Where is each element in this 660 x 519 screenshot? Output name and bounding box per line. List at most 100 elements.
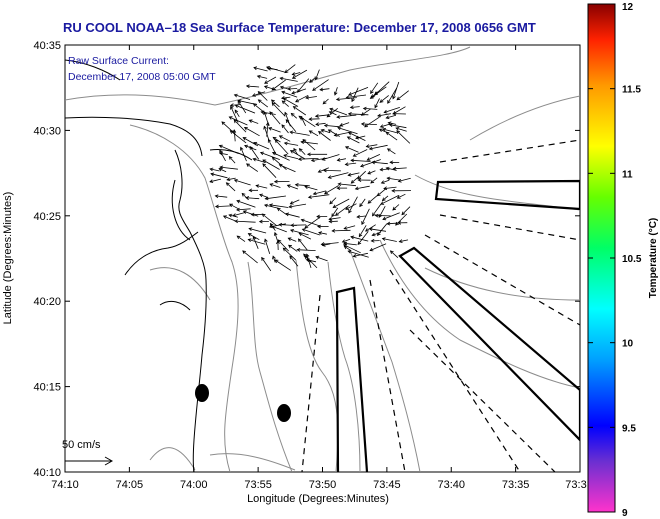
current-vector-head [289,255,294,260]
current-vector-head [301,228,306,232]
current-vector [234,109,240,118]
current-vector-head [234,219,239,224]
current-vector-head [380,201,385,205]
current-vector [357,170,366,179]
current-vector-head [392,166,397,171]
current-vector [313,190,327,195]
current-vector [272,157,287,171]
current-vector [289,203,307,208]
current-vector [329,217,341,220]
current-vector-head [350,179,355,184]
colorbar-tick-label: 9 [622,508,628,519]
current-vector [320,88,330,91]
current-vector [249,119,259,124]
current-vector [271,79,286,91]
current-vector [337,127,358,135]
current-vector [321,242,339,245]
current-vector [233,119,247,133]
current-vector-head [392,111,397,116]
current-vector-head [328,111,333,115]
current-vector-head [386,148,391,152]
current-vector-head [345,95,350,100]
current-vector [229,156,236,164]
current-vector-head [308,117,313,122]
current-vector [318,167,329,173]
current-vector [272,152,290,161]
current-vector [381,179,390,184]
current-vector-head [258,219,263,224]
current-vector [288,244,298,252]
current-vector [293,148,298,155]
current-vector-head [331,213,335,218]
current-vector-head [308,130,313,134]
current-vector [292,72,301,75]
current-vector [355,135,366,139]
current-vector [358,225,367,237]
current-vector [234,220,256,223]
x-tick-label: 73:55 [244,479,272,491]
current-vector-head [397,220,401,225]
current-vector-head [288,204,293,209]
colorbar-ticks: 12 11.5 11 10.5 10 9.5 9 [588,2,642,519]
current-vector [386,167,397,171]
current-vector [401,206,411,215]
current-vector-head [347,172,352,177]
current-vector-head [351,98,355,103]
current-vector-head [323,123,328,128]
current-vector-head [298,232,303,237]
current-vector-head [234,109,239,114]
current-vector [274,259,292,271]
map-title: RU COOL NOAA–18 Sea Surface Temperature:… [63,20,536,35]
x-axis-ticks: 74:10 74:05 74:00 73:55 73:50 73:45 73:40 73:35… [51,45,587,491]
current-vector [334,87,338,96]
current-vector [348,87,369,96]
current-vector [348,172,360,176]
current-vector [344,225,356,230]
x-tick-label: 74:05 [116,479,144,491]
current-vector-head [251,93,256,97]
current-vector [246,85,260,88]
current-vector-head [248,227,253,231]
current-vector-head [281,100,286,105]
current-vector-head [234,104,239,108]
current-vector [229,116,248,126]
current-vector [397,193,406,199]
current-vector [357,215,367,218]
current-vector [283,154,299,160]
current-vector-head [263,85,268,89]
current-vector [236,208,251,211]
colorbar-tick-label: 10.5 [622,254,642,265]
current-vector-head [233,93,238,98]
current-vector-head [268,127,273,131]
current-vector [308,194,330,198]
current-vector [390,250,399,258]
current-vector-head [281,90,286,95]
current-vector [277,239,289,252]
current-vector [366,144,378,147]
current-vector [284,142,299,146]
current-vector-head [319,87,324,92]
current-vector-head [285,212,290,217]
current-vector [271,99,280,108]
current-vector-head [268,224,273,229]
current-vector [283,247,296,261]
current-vector [329,111,337,116]
current-vector [209,178,221,183]
current-vector [232,212,246,217]
current-vector-head [322,168,327,173]
current-vector-head [369,247,374,252]
colorbar-tick-label: 11.5 [622,85,641,96]
current-vector-head [255,184,260,188]
current-vector-head [357,241,362,246]
current-vector-head [388,123,393,128]
current-vector-head [219,165,224,170]
current-vector-head [262,159,267,163]
current-vector [262,163,277,178]
current-vector-head [232,129,237,134]
current-vector-head [209,179,214,183]
current-vector-head [295,98,300,103]
current-vector [361,123,377,125]
current-vector [261,111,276,115]
current-vector [372,161,388,165]
current-vector [334,132,349,136]
